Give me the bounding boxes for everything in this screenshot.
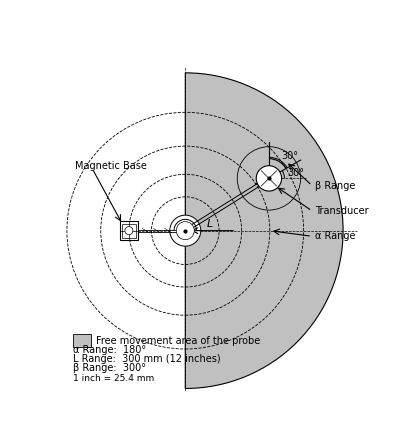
Text: 1 inch = 25.4 mm: 1 inch = 25.4 mm (72, 374, 154, 383)
Circle shape (170, 215, 201, 246)
Circle shape (180, 226, 190, 236)
Text: Free movement area of the probe: Free movement area of the probe (96, 336, 260, 345)
Bar (72, 334, 91, 347)
Text: β Range:  300°: β Range: 300° (72, 363, 146, 373)
Bar (122, 224, 136, 238)
Circle shape (125, 227, 133, 235)
Bar (120, 221, 138, 240)
Circle shape (176, 222, 194, 240)
Text: α Range: α Range (315, 231, 356, 241)
Text: L Range:  300 mm (12 inches): L Range: 300 mm (12 inches) (72, 354, 220, 363)
Text: L: L (207, 219, 214, 229)
Text: Magnetic Base: Magnetic Base (75, 161, 147, 171)
Text: 30°: 30° (282, 151, 299, 161)
Text: Transducer: Transducer (315, 206, 368, 216)
Text: α Range:  180°: α Range: 180° (72, 345, 146, 355)
Wedge shape (185, 73, 343, 389)
Text: 30°: 30° (287, 168, 304, 178)
Circle shape (256, 166, 282, 191)
Text: β Range: β Range (315, 180, 355, 191)
Circle shape (170, 215, 201, 246)
